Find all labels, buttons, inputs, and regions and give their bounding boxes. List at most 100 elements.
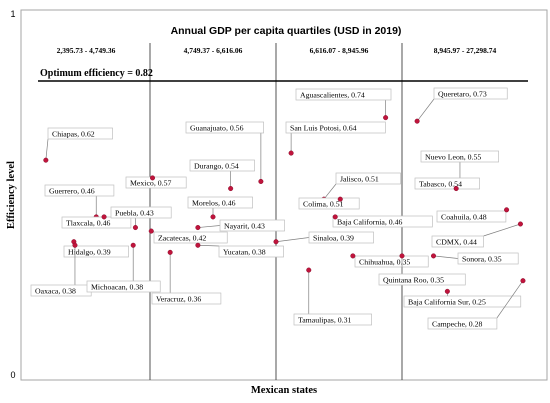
point-sinaloa (273, 239, 279, 245)
leader-nayarit (197, 225, 221, 228)
point-label-morelos: Morelos, 0.46 (192, 198, 236, 207)
point-label-guanajuato: Guanajuato, 0.56 (190, 123, 244, 132)
label-box-tabasco (414, 177, 480, 190)
point-zacatecas (148, 228, 154, 234)
point-colima (337, 196, 343, 202)
point-label-tlaxcala: Tlaxcala, 0.46 (66, 218, 110, 227)
label-box-tlaxcala (61, 216, 132, 229)
point-label-guerrero: Guerrero, 0.46 (49, 186, 95, 195)
label-box-chiapas (47, 127, 113, 140)
point-label-nuevo-leon: Nuevo Leon, 0.55 (425, 152, 481, 161)
point-label-hidalgo: Hidalgo, 0.39 (68, 247, 111, 256)
point-quintana-roo (399, 253, 405, 259)
point-label-colima: Colima, 0.51 (303, 199, 344, 208)
quartile-label-4: 8,945.97 - 27,298.74 (434, 46, 497, 55)
label-box-zacatecas (153, 231, 228, 244)
label-box-cdmx (431, 235, 484, 248)
point-label-durango: Durango, 0.54 (194, 161, 239, 170)
point-coahuila (504, 207, 510, 213)
point-label-oaxaca: Oaxaca, 0.38 (35, 286, 76, 295)
label-box-nuevo-leon (420, 150, 499, 163)
quartile-label-3: 6,616.07 - 8,945.96 (310, 46, 369, 55)
optimum-efficiency-label: Optimum efficiency = 0.82 (40, 68, 153, 79)
leader-queretaro (416, 98, 435, 122)
point-label-puebla: Puebla, 0.43 (115, 208, 154, 217)
leader-chiapas (45, 138, 49, 161)
label-box-queretaro (433, 87, 508, 100)
point-tamaulipas (306, 267, 312, 273)
label-box-durango (189, 159, 255, 172)
point-guanajuato (258, 178, 264, 184)
point-oaxaca (72, 242, 78, 248)
point-label-yucatan: Yucatan, 0.38 (223, 247, 266, 256)
label-box-mexico (125, 176, 187, 189)
leader-jalisco (323, 183, 337, 200)
plot-frame (20, 9, 548, 381)
point-label-jalisco: Jalisco, 0.51 (340, 174, 379, 183)
point-label-chihuahua: Chihuahua, 0.35 (359, 257, 410, 266)
point-label-michoacan: Michoacan, 0.38 (91, 282, 143, 291)
label-box-tamaulipas (293, 313, 372, 326)
x-axis-label: Mexican states (251, 385, 317, 396)
point-label-veracruz: Veracruz, 0.36 (156, 294, 201, 303)
point-label-tabasco: Tabasco, 0.54 (419, 179, 462, 188)
label-box-guerrero (44, 184, 115, 197)
point-label-tamaulipas: Tamaulipas, 0.31 (298, 315, 351, 324)
point-label-mexico: Mexico, 0.57 (130, 178, 171, 187)
point-tabasco (453, 186, 459, 192)
point-label-cdmx: CDMX, 0.44 (436, 237, 477, 246)
label-box-michoacan (86, 280, 161, 293)
point-label-aguascalientes: Aguascalientes, 0.74 (300, 90, 365, 99)
point-puebla (132, 225, 138, 231)
point-label-baja-california-sur: Baja California Sur, 0.25 (408, 297, 486, 306)
label-box-guanajuato (185, 121, 264, 134)
label-box-quintana-roo (378, 273, 466, 286)
data-points: Chiapas, 0.62 Guerrero, 0.46 Tlaxcala, 0.4… (30, 87, 526, 330)
label-box-nayarit (219, 219, 285, 232)
label-box-veracruz (151, 292, 222, 305)
point-michoacan (130, 242, 136, 248)
leader-sinaloa (275, 237, 310, 243)
point-label-baja-california: Baja California, 0.46 (337, 217, 402, 226)
point-morelos (210, 214, 216, 220)
label-box-campeche (427, 317, 498, 330)
label-box-hidalgo (63, 245, 129, 258)
point-label-nayarit: Nayarit, 0.43 (224, 221, 265, 230)
y-axis-label: Efficiency level (6, 161, 17, 229)
point-label-sinaloa: Sinaloa, 0.39 (313, 233, 354, 242)
quartile-label-1: 2,395.73 - 4,749.36 (57, 46, 116, 55)
label-box-sinaloa (308, 231, 374, 244)
point-veracruz (167, 249, 173, 255)
point-nayarit (195, 225, 201, 231)
label-box-jalisco (335, 172, 401, 185)
quartile-labels: 2,395.73 - 4,749.36 4,749.37 - 6,616.06 6,… (57, 46, 497, 55)
chart-title: Annual GDP per capita quartiles (USD in … (171, 25, 402, 37)
point-san-luis-potosi (288, 150, 294, 156)
label-box-baja-california-sur (403, 295, 522, 308)
point-aguascalientes (383, 115, 389, 121)
point-label-zacatecas: Zacatecas, 0.42 (158, 233, 206, 242)
label-box-colima (298, 197, 360, 210)
leader-campeche (496, 280, 524, 319)
leader-cdmx (483, 223, 521, 237)
point-chiapas (43, 157, 49, 163)
label-box-baja-california (332, 215, 433, 228)
point-baja-california (332, 214, 338, 220)
point-label-quintana-roo: Quintana Roo, 0.35 (383, 275, 444, 284)
point-label-coahuila: Coahuila, 0.48 (441, 212, 487, 221)
point-sonora (431, 253, 437, 259)
point-queretaro (414, 118, 420, 124)
point-chihuahua (350, 253, 356, 259)
point-label-campeche: Campeche, 0.28 (432, 319, 483, 328)
quartile-label-2: 4,749.37 - 6,616.06 (184, 46, 243, 55)
leader-yucatan (197, 244, 220, 247)
label-box-morelos (187, 196, 253, 209)
label-box-san-luis-potosi (285, 121, 386, 134)
point-mexico (150, 175, 156, 181)
point-tlaxcala (101, 214, 107, 220)
point-cdmx (517, 221, 523, 227)
point-label-queretaro: Queretaro, 0.73 (438, 89, 487, 98)
label-box-coahuila (436, 210, 507, 223)
leader-sonora (433, 255, 459, 259)
